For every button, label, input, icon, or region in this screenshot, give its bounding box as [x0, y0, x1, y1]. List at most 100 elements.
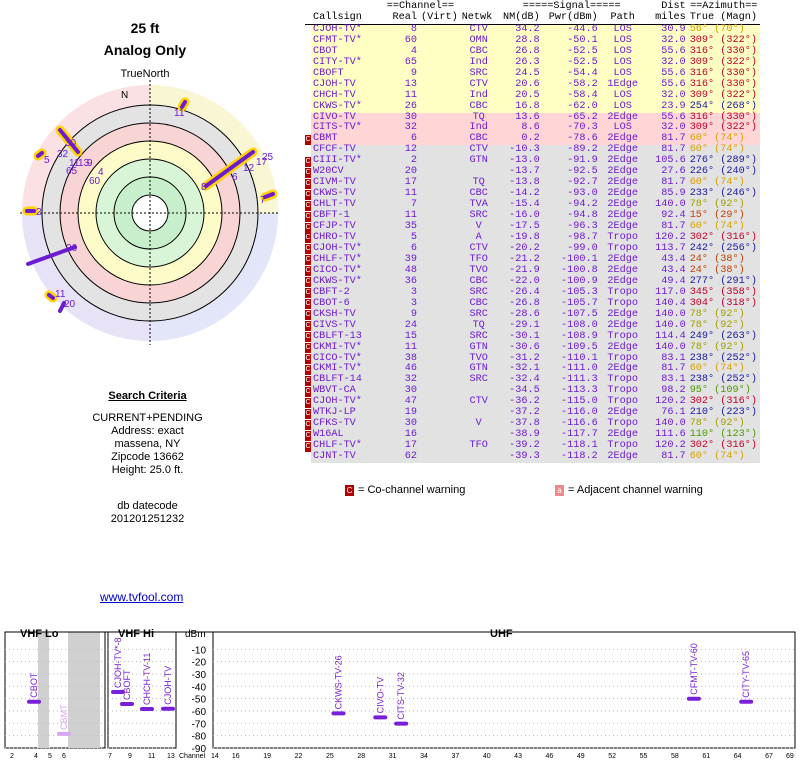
adjacent-channel-legend: a = Adjacent channel warning — [555, 484, 703, 496]
azimuth-true: 309° — [689, 89, 715, 101]
station-row: CJOH-TV 13 CTV 20.6 -58.2 1Edge 55.6 316° (330°… — [305, 78, 760, 91]
co-channel-label: = Co-channel warning — [358, 484, 466, 496]
co-channel-warning-marker: C — [305, 441, 311, 452]
path: 2Edge — [599, 309, 646, 321]
noise-margin: -31.2 — [497, 353, 542, 365]
azimuth-true: 242° — [689, 242, 715, 254]
real-channel: 11 — [381, 90, 419, 102]
station-row: CKWS-TV* 26 CBC 16.8 -62.0 LOS 23.9 254° (268°) — [305, 101, 760, 113]
distance-miles: 140.4 — [645, 298, 688, 310]
real-channel: 11 — [381, 210, 419, 223]
azimuth-true: 316° — [689, 45, 715, 57]
azimuth: 276° (289°) — [687, 155, 760, 168]
distance-miles: 105.6 — [645, 155, 688, 168]
dbm-tick-label: -40 — [192, 682, 207, 693]
path: LOS — [599, 68, 646, 80]
callsign: CJOH-TV — [311, 79, 381, 91]
virtual-channel — [419, 397, 460, 409]
signal-label: CJOH-TV*-8 — [113, 637, 123, 688]
real-channel: 30 — [381, 418, 419, 431]
virtual-channel — [419, 408, 460, 420]
azimuth: 277° (291°) — [687, 276, 760, 288]
noise-margin: -39.2 — [497, 440, 542, 453]
network: CBC — [459, 133, 498, 146]
station-row: C CICO-TV* 38 TVO -31.2 -110.1 Tropo 83.1 238° (… — [305, 353, 760, 365]
path: 2Edge — [599, 221, 646, 234]
noise-margin: -22.0 — [497, 276, 542, 288]
real-channel: 15 — [381, 331, 419, 343]
azimuth-magnetic: (263°) — [720, 330, 757, 342]
distance-miles: 32.0 — [645, 57, 688, 69]
callsign: CHLF-TV* — [311, 254, 381, 266]
real-channel: 7 — [381, 199, 419, 212]
noise-margin: 16.8 — [497, 101, 542, 113]
distance-miles: 49.4 — [645, 276, 688, 288]
channel-tick-label: 28 — [357, 753, 365, 760]
virtual-channel — [419, 189, 460, 201]
virtual-channel — [419, 375, 460, 387]
channel-tick-label: 5 — [48, 753, 52, 760]
svg-text:32: 32 — [57, 149, 69, 160]
power-dbm: -52.5 — [541, 57, 600, 69]
distance-miles: 120.2 — [645, 232, 688, 244]
virtual-channel — [419, 419, 460, 431]
azimuth-magnetic: (330°) — [720, 78, 757, 90]
path: 2Edge — [599, 407, 646, 420]
virtual-channel — [419, 320, 460, 332]
dbm-tick-label: -20 — [192, 658, 207, 669]
svg-text:26: 26 — [66, 243, 78, 254]
channel-tick-label: 34 — [420, 753, 428, 760]
distance-miles: 32.0 — [645, 90, 688, 102]
power-dbm: -70.3 — [541, 123, 600, 135]
channel-tick-label: 6 — [62, 753, 66, 760]
azimuth-true: 238° — [689, 374, 715, 386]
azimuth-true: 302° — [689, 232, 715, 244]
dbm-tick-label: -90 — [192, 744, 207, 755]
virtual-channel — [419, 24, 460, 36]
callsign: CIVS-TV — [311, 320, 381, 332]
azimuth-true: 309° — [689, 122, 715, 134]
noise-margin: -30.6 — [497, 342, 542, 354]
distance-miles: 83.1 — [645, 374, 688, 387]
network — [459, 452, 498, 464]
azimuth: 60° (74°) — [687, 221, 760, 234]
azimuth: 345° (358°) — [687, 287, 760, 299]
col-magn: (Magn) — [720, 11, 757, 23]
network: TQ — [459, 112, 498, 124]
path: 2Edge — [599, 177, 646, 190]
azimuth-true: 60° — [689, 144, 709, 156]
azimuth-true: 56° — [689, 23, 709, 35]
network: CBC — [459, 276, 498, 288]
dbm-tick-label: -70 — [192, 719, 207, 730]
power-dbm: -54.4 — [541, 68, 600, 80]
callsign: CJOH-TV* — [311, 396, 381, 409]
azimuth-true: 60° — [689, 133, 709, 145]
real-channel: 6 — [381, 243, 419, 255]
station-row: C CHLF-TV* 17 TFO -39.2 -118.1 Tropo 120.2 302° … — [305, 440, 760, 453]
network: CTV — [459, 243, 498, 255]
real-channel: 13 — [381, 79, 419, 91]
azimuth-magnetic: (29°) — [714, 210, 745, 222]
signal-label: CITS-TV-32 — [396, 672, 406, 720]
azimuth: 304° (318°) — [687, 297, 760, 310]
path: Tropo — [599, 440, 646, 453]
db-datecode: db datecode 201201251232 — [55, 500, 240, 526]
real-channel: 30 — [381, 385, 419, 398]
search-criteria-heading: Search Criteria — [108, 390, 187, 402]
azimuth-true: 316° — [689, 111, 715, 123]
azimuth-magnetic: (123°) — [720, 429, 757, 441]
noise-margin: -17.5 — [497, 221, 542, 234]
network: V — [459, 221, 498, 234]
path: LOS — [599, 35, 646, 47]
virtual-channel — [419, 211, 460, 223]
network: CTV — [459, 144, 498, 157]
col-netwk: Netwk — [459, 12, 498, 25]
distance-miles: 55.6 — [645, 112, 688, 124]
power-dbm: -118.1 — [541, 440, 600, 453]
callsign: CBOT-6 — [311, 298, 381, 310]
azimuth-magnetic: (318°) — [720, 297, 757, 309]
station-row: CJOH-TV* 8 CTV 34.2 -44.6 LOS 30.9 56° (70°) — [305, 23, 760, 36]
tvfool-link[interactable]: www.tvfool.com — [100, 590, 184, 604]
distance-miles: 81.7 — [645, 364, 688, 376]
path: LOS — [599, 46, 646, 58]
